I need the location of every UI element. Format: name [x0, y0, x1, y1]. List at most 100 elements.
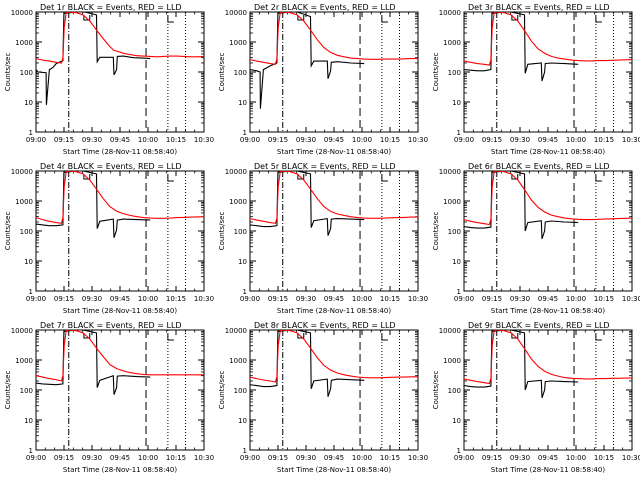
x-tick-label: 09:45 [110, 136, 130, 144]
x-tick-label: 09:15 [54, 295, 74, 303]
detector-panel-6: Det 6r BLACK = Events, RED = LLD Counts/s… [432, 162, 640, 315]
chart-title: Det 1r BLACK = Events, RED = LLD [40, 3, 182, 12]
y-tick-label: 100 [448, 69, 461, 77]
x-axis-label: Start Time (28-Nov-11 08:58:40) [63, 148, 177, 156]
x-tick-label: 10:30 [408, 136, 428, 144]
y-tick-label: 1000 [15, 198, 33, 206]
y-tick-label: 1 [243, 447, 247, 455]
detector-panel-7: Det 7r BLACK = Events, RED = LLD Counts/s… [4, 321, 214, 474]
detector-panel-8: Det 8r BLACK = Events, RED = LLD Counts/s… [218, 321, 428, 474]
state-bracket-2 [297, 174, 305, 180]
x-tick-label: 09:15 [54, 136, 74, 144]
x-tick-label: 09:15 [482, 136, 502, 144]
events-series-line [464, 330, 579, 398]
x-tick-label: 10:15 [166, 136, 186, 144]
lld-series-line [36, 12, 204, 64]
y-tick-label: 1 [29, 288, 33, 296]
x-tick-label: 09:30 [510, 295, 530, 303]
state-bracket-2 [297, 333, 305, 339]
chart-title: Det 4r BLACK = Events, RED = LLD [40, 162, 182, 171]
x-tick-label: 10:00 [138, 136, 158, 144]
x-axis-label: Start Time (28-Nov-11 08:58:40) [277, 148, 391, 156]
y-tick-label: 10 [452, 99, 461, 107]
x-tick-label: 09:45 [538, 295, 558, 303]
plot-frame [35, 170, 205, 292]
chart-title: Det 7r BLACK = Events, RED = LLD [40, 321, 182, 330]
y-axis-label: Counts/sec [4, 371, 12, 410]
x-axis-label: Start Time (28-Nov-11 08:58:40) [491, 466, 605, 474]
chart-title: Det 2r BLACK = Events, RED = LLD [254, 3, 396, 12]
y-tick-label: 1 [243, 288, 247, 296]
x-tick-label: 10:15 [166, 454, 186, 462]
state-bracket [381, 334, 388, 341]
x-axis-label: Start Time (28-Nov-11 08:58:40) [277, 466, 391, 474]
y-tick-label: 10000 [225, 9, 247, 17]
chart-title: Det 9r BLACK = Events, RED = LLD [468, 321, 610, 330]
events-series-line [250, 171, 365, 236]
x-tick-label: 09:00 [240, 454, 260, 462]
y-tick-label: 10 [24, 99, 33, 107]
x-tick-label: 10:00 [138, 454, 158, 462]
y-tick-label: 1000 [443, 357, 461, 365]
y-tick-label: 10000 [439, 168, 461, 176]
y-axis-label: Counts/sec [218, 371, 226, 410]
x-tick-label: 10:30 [622, 136, 640, 144]
x-tick-label: 09:15 [268, 136, 288, 144]
y-tick-label: 1000 [443, 39, 461, 47]
events-series-line [250, 12, 365, 109]
x-tick-label: 09:00 [26, 295, 46, 303]
y-tick-label: 1000 [15, 357, 33, 365]
y-tick-label: 10 [452, 258, 461, 266]
x-tick-label: 09:15 [268, 295, 288, 303]
plot-frame [249, 329, 419, 451]
chart-title: Det 6r BLACK = Events, RED = LLD [468, 162, 610, 171]
y-axis-label: Counts/sec [4, 212, 12, 251]
x-tick-label: 09:00 [454, 454, 474, 462]
x-axis-label: Start Time (28-Nov-11 08:58:40) [491, 148, 605, 156]
state-bracket [381, 175, 388, 182]
events-series-line [36, 171, 151, 238]
plot-frame [463, 170, 633, 292]
state-bracket [595, 175, 602, 182]
x-tick-label: 09:15 [482, 454, 502, 462]
y-tick-label: 1000 [229, 198, 247, 206]
y-tick-label: 10 [24, 258, 33, 266]
state-bracket-2 [511, 174, 519, 180]
state-bracket [595, 334, 602, 341]
y-tick-label: 10000 [439, 9, 461, 17]
state-bracket [595, 16, 602, 23]
y-tick-label: 10000 [11, 327, 33, 335]
state-bracket-2 [297, 15, 305, 21]
lld-series-line [250, 171, 418, 224]
x-tick-label: 10:00 [352, 454, 372, 462]
x-tick-label: 09:45 [110, 295, 130, 303]
x-tick-label: 09:15 [54, 454, 74, 462]
x-tick-label: 10:15 [380, 454, 400, 462]
y-tick-label: 100 [448, 387, 461, 395]
x-tick-label: 09:00 [454, 295, 474, 303]
state-bracket-2 [511, 15, 519, 21]
state-bracket [167, 334, 174, 341]
y-axis-label: Counts/sec [432, 212, 440, 251]
y-tick-label: 10 [238, 258, 247, 266]
y-tick-label: 1000 [229, 39, 247, 47]
x-tick-label: 10:00 [138, 295, 158, 303]
y-tick-label: 1000 [229, 357, 247, 365]
x-tick-label: 10:30 [622, 454, 640, 462]
lld-series-line [464, 171, 632, 226]
x-tick-label: 10:15 [380, 136, 400, 144]
x-tick-label: 10:15 [594, 136, 614, 144]
x-tick-label: 10:15 [594, 295, 614, 303]
y-tick-label: 1000 [15, 39, 33, 47]
y-tick-label: 10 [238, 99, 247, 107]
plot-frame [249, 11, 419, 133]
lld-series-line [464, 330, 632, 385]
chart-title: Det 5r BLACK = Events, RED = LLD [254, 162, 396, 171]
x-tick-label: 09:45 [110, 454, 130, 462]
x-tick-label: 09:00 [26, 136, 46, 144]
y-tick-label: 10 [238, 417, 247, 425]
y-tick-label: 10 [24, 417, 33, 425]
x-tick-label: 09:15 [268, 454, 288, 462]
plot-frame [463, 11, 633, 133]
y-tick-label: 10000 [439, 327, 461, 335]
